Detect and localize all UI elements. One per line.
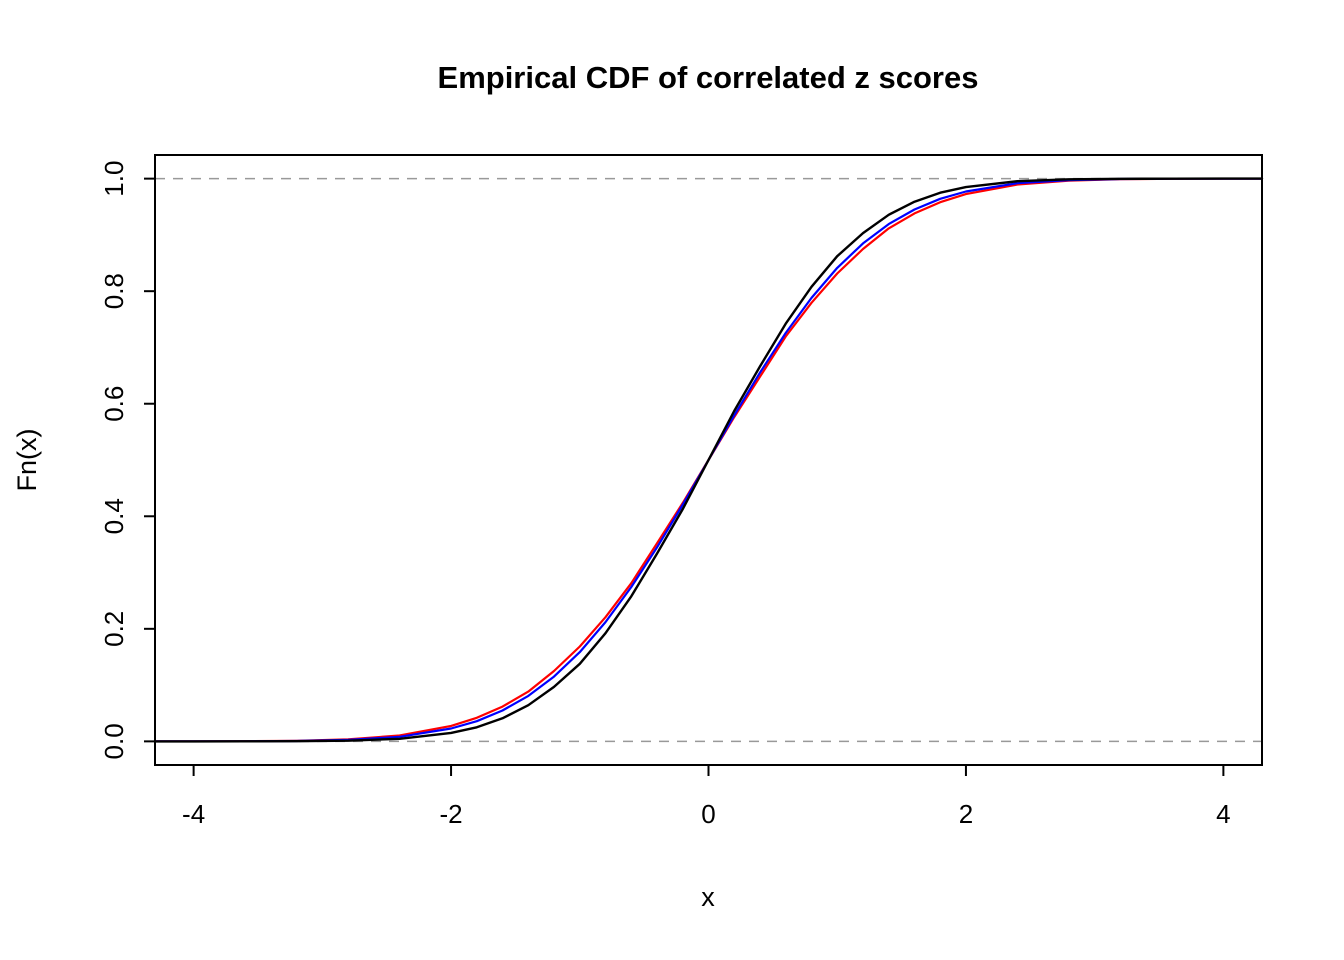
plot-layers: -4 -2 0 2 4 0.0 0.2 0.4 0.6 0.8 1.0 [99, 154, 1264, 829]
x-axis-label: x [701, 882, 715, 912]
y-tick-label: 0.6 [99, 386, 129, 422]
plot-title: Empirical CDF of correlated z scores [438, 60, 979, 95]
y-tick-label: 1.0 [99, 161, 129, 197]
x-tick-label: 0 [701, 799, 715, 829]
y-tick-label: 0.4 [99, 498, 129, 534]
x-tick-label: -2 [439, 799, 462, 829]
y-tick-label: 0.0 [99, 723, 129, 759]
x-tick-label: 4 [1216, 799, 1230, 829]
y-tick-label: 0.2 [99, 611, 129, 647]
series-black-empirical-cdf [153, 177, 1264, 743]
x-tick-label: 2 [959, 799, 973, 829]
y-axis-label: Fn(x) [12, 429, 42, 492]
y-tick-label: 0.8 [99, 273, 129, 309]
x-tick-label: -4 [182, 799, 205, 829]
